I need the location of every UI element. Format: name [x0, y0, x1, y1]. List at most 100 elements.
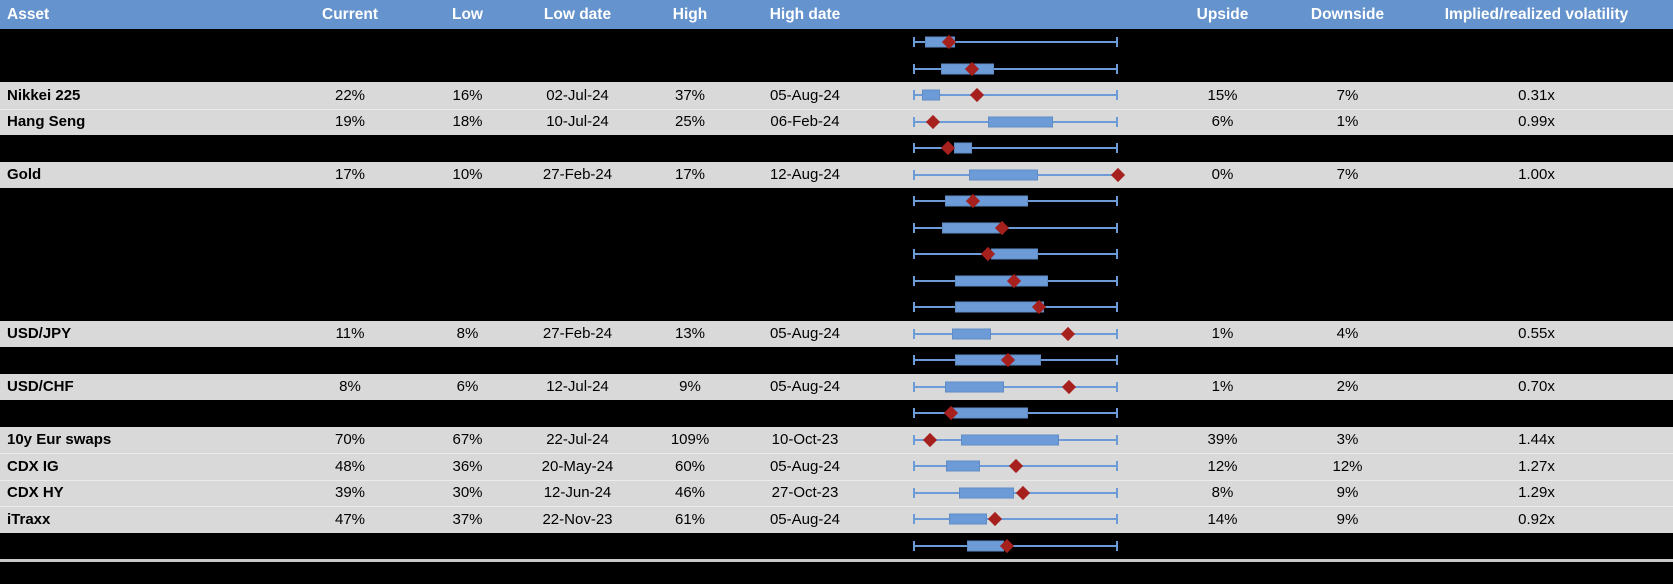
- range-plot: [913, 268, 1118, 295]
- cell-vol: 1.44x: [1518, 431, 1555, 449]
- whisker-cap-left: [913, 355, 915, 366]
- col-header-low: Low: [452, 5, 483, 23]
- whisker-cap-right: [1116, 63, 1118, 74]
- cell-upside: 0%: [1211, 166, 1234, 184]
- range-plot: [913, 241, 1118, 268]
- current-level-diamond: [922, 432, 937, 447]
- whisker-cap-left: [913, 196, 915, 207]
- whisker-cap-left: [913, 275, 915, 286]
- cell-upside: 8%: [1211, 484, 1234, 502]
- range-plot-cell: [880, 453, 1150, 480]
- whisker-cap-left: [913, 249, 915, 260]
- range-box: [988, 116, 1053, 128]
- range-plot-cell: [880, 374, 1150, 401]
- range-whisker-line: [913, 332, 1118, 335]
- cell-high: 46%: [674, 484, 706, 502]
- cell-downside: 7%: [1336, 166, 1359, 184]
- range-plot: [913, 56, 1118, 83]
- cell-upside: 1%: [1211, 378, 1234, 396]
- whisker-cap-right: [1116, 90, 1118, 101]
- col-header-range-plot: [880, 0, 1150, 29]
- col-header-low-date: Low date: [543, 5, 612, 23]
- range-whisker-line: [913, 544, 1118, 547]
- cell-low-date: 10-Jul-24: [546, 113, 609, 131]
- cell-low: 37%: [452, 510, 483, 528]
- cell-downside: 1%: [1336, 113, 1359, 131]
- range-whisker-line: [913, 94, 1118, 97]
- cell-low-date: 20-May-24: [541, 457, 614, 475]
- whisker-cap-left: [913, 381, 915, 392]
- range-plot: [913, 82, 1118, 109]
- range-plot: [913, 162, 1126, 189]
- range-whisker-line: [913, 67, 1118, 70]
- range-whisker-line: [913, 385, 1118, 388]
- range-plot-cell: [880, 29, 1150, 56]
- cell-high: 17%: [674, 166, 706, 184]
- cell-upside: 14%: [1207, 510, 1238, 528]
- table-row: iTraxx 47% 37% 22-Nov-23 61% 05-Aug-24 14% 9% 0.…: [0, 506, 1673, 533]
- range-plot-cell: [880, 400, 1150, 427]
- cell-downside: 7%: [1336, 86, 1359, 104]
- cell-low-date: 22-Jul-24: [546, 431, 609, 449]
- table-row: USD/JPY 11% 8% 27-Feb-24 13% 05-Aug-24 1% 4% 0.5…: [0, 320, 1673, 347]
- range-plot-cell: [880, 56, 1150, 83]
- range-box: [922, 89, 941, 101]
- cell-current: 39%: [334, 484, 366, 502]
- redacted-row: [0, 347, 1673, 374]
- range-plot: [913, 188, 1118, 215]
- whisker-cap-left: [913, 143, 915, 154]
- cell-asset: Hang Seng: [7, 113, 86, 131]
- range-plot: [913, 506, 1118, 533]
- current-level-diamond: [969, 88, 984, 103]
- range-plot-cell: [880, 506, 1150, 533]
- range-plot-cell: [880, 480, 1150, 507]
- col-header-upside: Upside: [1196, 5, 1249, 23]
- cell-low: 67%: [452, 431, 483, 449]
- redacted-row: [0, 55, 1673, 83]
- whisker-cap-right: [1116, 222, 1118, 233]
- table-row: CDX HY 39% 30% 12-Jun-24 46% 27-Oct-23 8% 9% 1.2…: [0, 479, 1673, 507]
- cell-high: 109%: [670, 431, 710, 449]
- range-box: [967, 540, 1004, 552]
- cell-asset: USD/JPY: [7, 325, 72, 343]
- cell-high-date: 06-Feb-24: [770, 113, 840, 131]
- cell-asset: Nikkei 225: [7, 86, 81, 104]
- range-plot-cell: [880, 241, 1150, 268]
- whisker-cap-right: [1116, 355, 1118, 366]
- whisker-cap-left: [913, 328, 915, 339]
- range-whisker-line: [913, 226, 1118, 229]
- range-plot-cell: [880, 135, 1150, 162]
- cell-high: 13%: [674, 325, 706, 343]
- col-header-implied-realized-volatility: Implied/realized volatility: [1444, 5, 1629, 23]
- cell-high-date: 10-Oct-23: [771, 431, 839, 449]
- range-plot-cell: [880, 294, 1150, 321]
- footer-black-area: [0, 559, 1673, 584]
- cell-asset: Gold: [7, 166, 42, 184]
- range-plot: [913, 347, 1118, 374]
- cell-low-date: 22-Nov-23: [542, 510, 613, 528]
- cell-low: 36%: [452, 457, 483, 475]
- cell-current: 48%: [334, 457, 366, 475]
- cell-high: 60%: [674, 457, 706, 475]
- range-box: [945, 381, 1004, 393]
- col-header-high-date: High date: [769, 5, 841, 23]
- range-plot: [913, 294, 1118, 321]
- range-plot-cell: [880, 162, 1150, 189]
- whisker-cap-right: [1116, 116, 1118, 127]
- range-plot: [913, 480, 1118, 507]
- range-plot: [913, 215, 1118, 242]
- whisker-cap-left: [913, 222, 915, 233]
- current-level-diamond: [1060, 326, 1075, 341]
- whisker-cap-right: [1116, 196, 1118, 207]
- range-plot: [913, 374, 1118, 401]
- range-plot: [913, 453, 1118, 480]
- cell-asset: 10y Eur swaps: [7, 431, 112, 449]
- range-box: [955, 354, 1041, 366]
- range-box: [955, 275, 1048, 287]
- redacted-row: [0, 532, 1673, 559]
- whisker-cap-left: [913, 540, 915, 551]
- whisker-cap-right: [1116, 302, 1118, 313]
- redacted-row: [0, 400, 1673, 427]
- cell-low: 18%: [452, 113, 483, 131]
